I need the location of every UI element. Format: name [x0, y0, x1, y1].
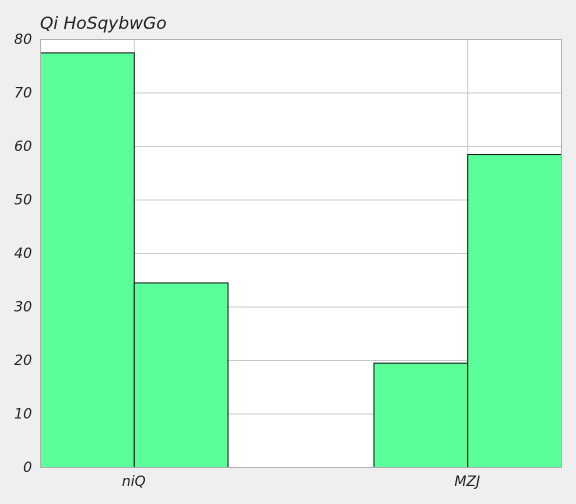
- bar: [374, 363, 468, 467]
- y-tick-label: 0: [23, 460, 32, 476]
- bar: [41, 53, 135, 468]
- bar: [468, 155, 562, 468]
- y-tick-label: 20: [14, 353, 32, 369]
- y-tick-label: 60: [14, 139, 32, 155]
- chart-title: Qi HoSqybwGo: [40, 14, 167, 34]
- x-tick-label: niQ: [122, 474, 146, 490]
- bar: [134, 283, 228, 468]
- y-tick-label: 50: [14, 193, 32, 209]
- y-tick-label: 40: [14, 246, 32, 262]
- y-tick-label: 30: [14, 300, 32, 316]
- y-tick-label: 70: [14, 86, 32, 102]
- x-tick-label: MZJ: [454, 474, 480, 490]
- y-tick-label: 10: [14, 407, 32, 423]
- y-tick-label: 80: [14, 32, 32, 48]
- plot-area: 0 10 20 30 40 50 60 70 80 niQ MZJ: [14, 32, 561, 490]
